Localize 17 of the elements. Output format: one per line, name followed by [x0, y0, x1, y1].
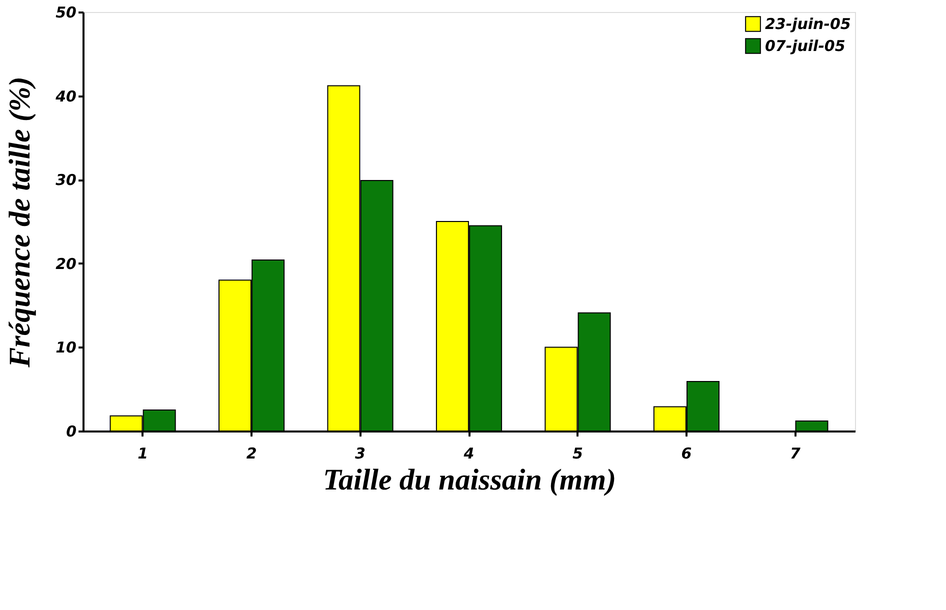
y-tick-label: 40 [54, 87, 76, 106]
x-tick-label: 3 [355, 444, 366, 462]
x-tick-label: 6 [681, 444, 692, 462]
y-tick-label: 10 [56, 338, 76, 357]
x-tick-label: 1 [138, 444, 148, 462]
x-tick-label: 2 [246, 444, 257, 462]
y-tick-label: 20 [56, 254, 76, 273]
y-axis-title: Fréquence de taille (%) [4, 76, 37, 368]
x-tick-label: 7 [790, 444, 801, 462]
x-tick-label: 5 [572, 444, 583, 462]
y-tick-label: 50 [56, 4, 76, 22]
x-tick-label: 4 [462, 444, 474, 462]
y-tick-label: 0 [66, 422, 76, 440]
y-tick-label: 30 [56, 171, 76, 190]
legend-label: 07-juil-05 [765, 37, 846, 55]
legend-label: 23-juin-05 [765, 15, 851, 33]
x-axis-title: Taille du naissain (mm) [322, 464, 616, 496]
